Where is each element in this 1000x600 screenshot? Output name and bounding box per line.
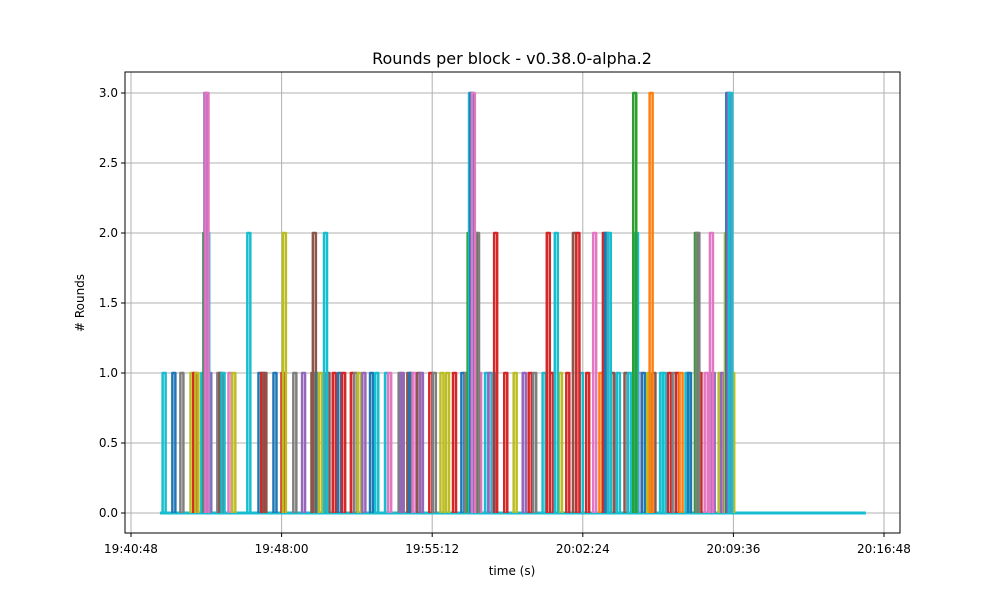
spike	[386, 371, 393, 513]
spike	[606, 231, 613, 513]
spike	[246, 231, 252, 513]
grid-lines	[125, 72, 900, 533]
spike	[626, 371, 633, 513]
spike	[161, 371, 167, 513]
spike	[708, 231, 715, 513]
spike	[575, 231, 581, 513]
y-tick-label: 2.5	[99, 156, 118, 170]
spike	[661, 371, 668, 513]
spike	[492, 231, 499, 513]
spike	[418, 371, 425, 513]
spike	[300, 371, 307, 513]
y-tick-label: 1.5	[99, 296, 118, 310]
spike	[703, 371, 709, 513]
spike	[322, 231, 329, 513]
spike	[204, 91, 210, 513]
spike	[527, 371, 533, 513]
y-axis-ticks: 0.0 0.5 1.0 1.5 2.0 2.5 3.0	[99, 86, 125, 520]
spike	[512, 371, 518, 513]
spike	[470, 91, 477, 513]
data-series	[159, 91, 866, 515]
spike	[179, 371, 185, 513]
y-tick-label: 0.5	[99, 436, 118, 450]
spike	[368, 371, 375, 513]
spike	[444, 371, 451, 513]
x-tick-label: 20:02:24	[556, 542, 610, 556]
spike	[220, 371, 226, 513]
spike	[666, 371, 673, 513]
spike	[521, 371, 527, 513]
spike	[317, 371, 324, 513]
y-tick-label: 3.0	[99, 86, 118, 100]
x-tick-label: 19:55:12	[405, 542, 459, 556]
spike	[565, 371, 571, 513]
spike	[311, 231, 318, 513]
spike	[171, 371, 177, 513]
spike	[648, 91, 654, 513]
spike	[584, 371, 591, 513]
spike	[281, 231, 288, 513]
chart-title: Rounds per block - v0.38.0-alpha.2	[372, 49, 652, 68]
spike	[262, 371, 268, 513]
spike	[615, 371, 622, 513]
x-axis-ticks: 19:40:48 19:48:00 19:55:12 20:02:24 20:09:36…	[104, 533, 911, 556]
x-tick-label: 20:16:48	[857, 542, 911, 556]
spike	[399, 371, 405, 513]
y-tick-label: 0.0	[99, 506, 118, 520]
x-tick-label: 19:48:00	[255, 542, 309, 556]
spike	[640, 371, 647, 513]
spike	[356, 371, 363, 513]
y-axis-label: # Rounds	[73, 274, 87, 332]
spike	[340, 371, 347, 513]
spike	[439, 371, 445, 513]
spike	[727, 91, 734, 513]
spike	[686, 371, 693, 513]
spike	[678, 371, 684, 513]
y-tick-label: 2.0	[99, 226, 118, 240]
spike	[553, 231, 560, 513]
y-tick-label: 1.0	[99, 366, 118, 380]
spike	[272, 371, 278, 513]
spike	[503, 371, 509, 513]
spike	[545, 231, 552, 513]
x-axis-label: time (s)	[489, 564, 536, 578]
spike	[194, 371, 200, 513]
spike	[591, 231, 598, 513]
spike	[531, 371, 538, 513]
spike	[231, 371, 237, 513]
spike	[695, 231, 701, 513]
spike	[451, 371, 458, 513]
spike	[431, 371, 438, 513]
spike	[361, 371, 367, 513]
spike	[292, 371, 298, 513]
x-tick-label: 20:09:36	[706, 542, 760, 556]
spike	[631, 91, 638, 513]
x-tick-label: 19:40:48	[104, 542, 158, 556]
spike	[374, 371, 380, 513]
spike	[331, 371, 337, 513]
spike	[411, 371, 417, 513]
